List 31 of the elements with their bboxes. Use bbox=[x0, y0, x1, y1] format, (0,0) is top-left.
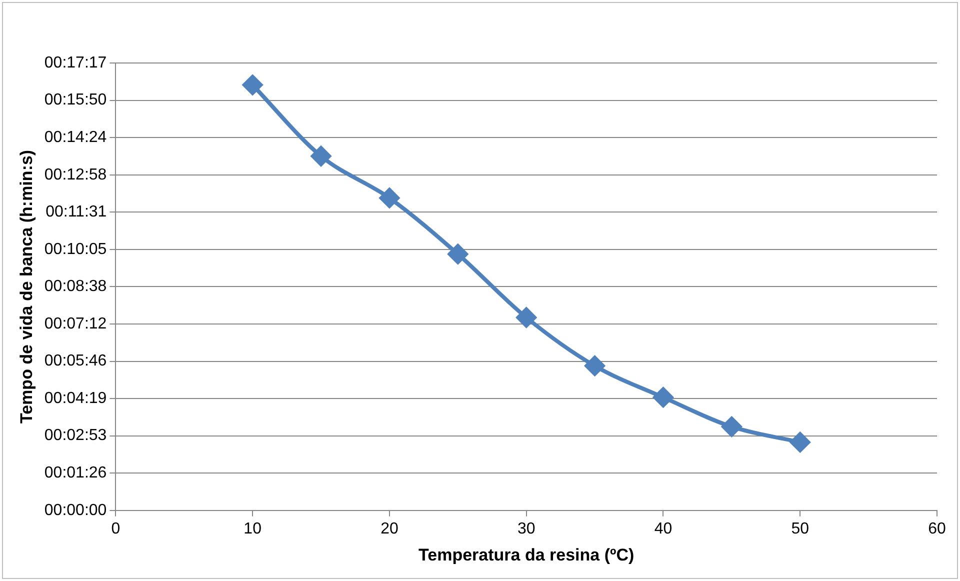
point bbox=[379, 188, 400, 208]
y-tick-label: 00:02:53 bbox=[44, 427, 107, 444]
point bbox=[242, 74, 263, 95]
y-tick-label: 00:17:17 bbox=[44, 54, 107, 72]
y-tick-label: 00:11:31 bbox=[46, 204, 107, 221]
y-tick-label: 00:00:00 bbox=[44, 502, 107, 519]
point bbox=[448, 244, 468, 264]
y-tick-label: 00:10:05 bbox=[44, 240, 107, 258]
x-tick-label: 40 bbox=[654, 520, 672, 538]
y-tick-label: 00:01:26 bbox=[44, 464, 107, 482]
x-tick-label: 0 bbox=[111, 520, 120, 538]
x-tick-label: 60 bbox=[928, 520, 946, 538]
x-tick-label: 50 bbox=[791, 520, 810, 538]
y-tick-label: 00:14:24 bbox=[44, 128, 107, 146]
y-tick-label: 00:15:50 bbox=[44, 92, 107, 109]
x-tick-label: 10 bbox=[244, 520, 262, 538]
x-axis-title: Temperatura da resina (ºC) bbox=[418, 545, 634, 564]
x-tick-label: 20 bbox=[380, 520, 398, 538]
y-tick-label: 00:05:46 bbox=[44, 352, 107, 370]
y-tick-label: 00:12:58 bbox=[44, 166, 107, 184]
point bbox=[311, 146, 332, 166]
point bbox=[653, 387, 674, 408]
y-tick-label: 00:08:38 bbox=[44, 278, 107, 296]
y-axis-title: Tempo de vida de banca (h:min:s) bbox=[16, 150, 36, 424]
x-tick-label: 30 bbox=[517, 520, 536, 538]
y-tick-label: 00:07:12 bbox=[44, 315, 107, 332]
point bbox=[790, 432, 810, 452]
point bbox=[516, 308, 536, 328]
y-tick-label: 00:04:19 bbox=[44, 390, 107, 407]
point bbox=[584, 356, 605, 376]
point bbox=[722, 416, 742, 437]
